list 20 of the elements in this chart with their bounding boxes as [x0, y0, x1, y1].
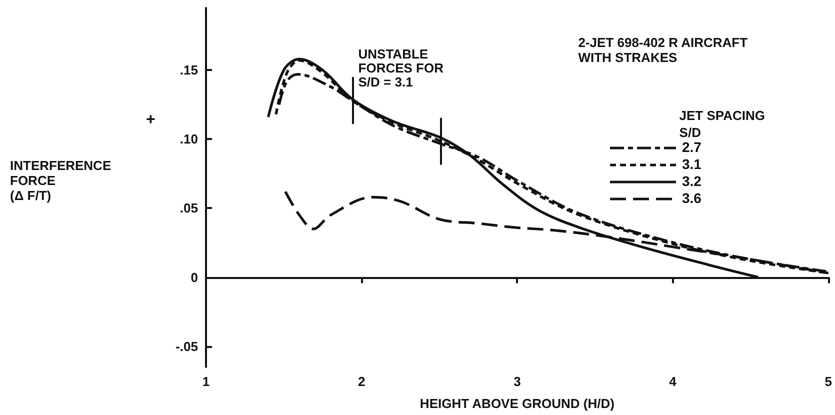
legend-label: 2.7	[682, 139, 702, 155]
x-tick-label: 2	[358, 374, 366, 389]
x-tick-label: 3	[514, 374, 521, 389]
legend-label: 3.2	[682, 173, 702, 189]
text: 2-JET 698-402 R AIRCRAFT WITH STRAKES	[578, 35, 748, 65]
y-axis-title: INTERFERENCE FORCE (Δ F/T)	[10, 158, 112, 203]
annotation: UNSTABLE FORCES FOR S/D = 3.1	[358, 46, 444, 90]
y-tick-label: 0	[190, 270, 198, 285]
y-tick-label: -.05	[176, 338, 198, 354]
legend-title: JET SPACING S/D	[679, 108, 765, 140]
x-tick-label: 4	[669, 374, 678, 389]
text: +	[146, 112, 156, 128]
y-tick-label: .05	[180, 200, 198, 216]
legend-label: 3.6	[682, 190, 702, 206]
y-tick-label: .15	[180, 62, 198, 78]
legend-label: 3.1	[682, 156, 702, 172]
x-tick-label: 1	[202, 374, 210, 389]
y-tick-label: .10	[180, 132, 198, 147]
x-tick-label: 5	[824, 374, 832, 389]
x-axis-title: HEIGHT ABOVE GROUND (H/D)	[420, 396, 614, 411]
